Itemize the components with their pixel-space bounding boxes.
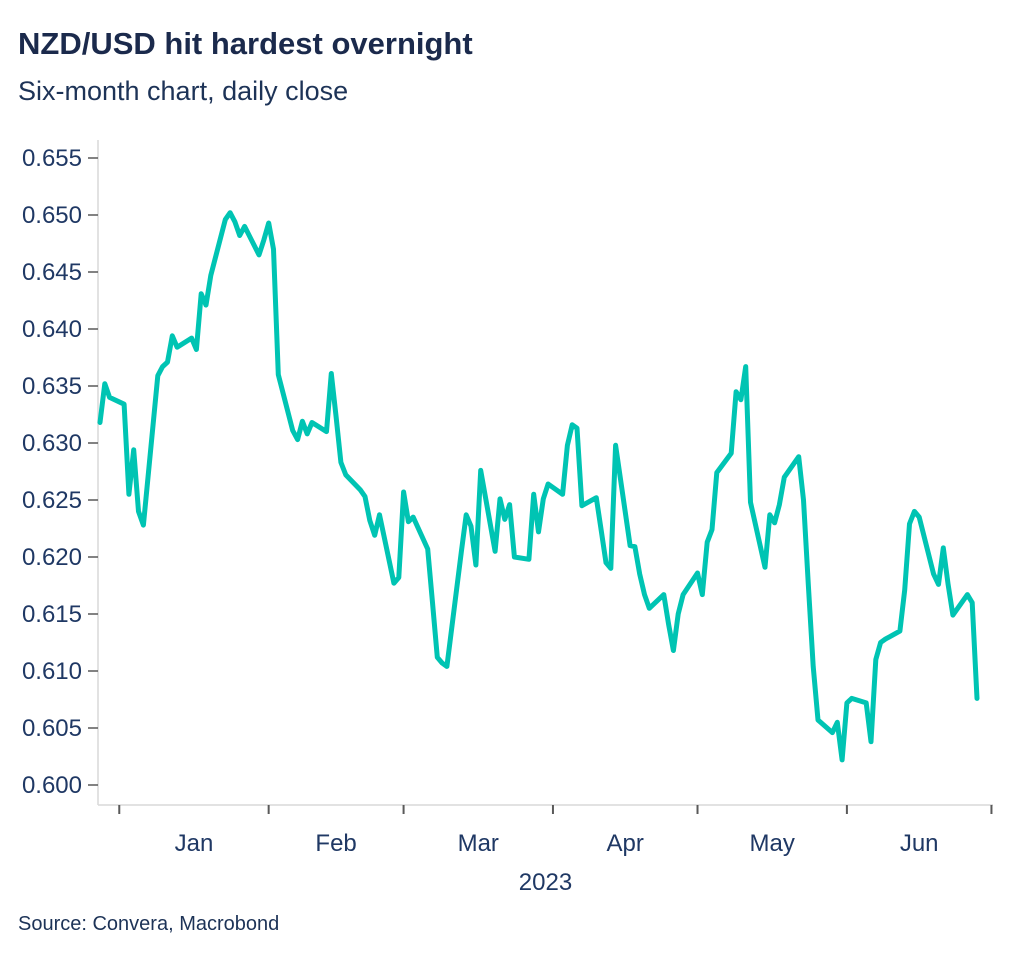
y-tick-label: 0.620 bbox=[22, 544, 82, 571]
source-note: Source: Convera, Macrobond bbox=[18, 913, 280, 935]
y-tick-label: 0.605 bbox=[22, 715, 82, 742]
x-month-label: Jan bbox=[175, 830, 214, 857]
y-tick-label: 0.640 bbox=[22, 316, 82, 343]
y-tick-label: 0.630 bbox=[22, 430, 82, 457]
y-tick-label: 0.645 bbox=[22, 259, 82, 286]
x-year-label: 2023 bbox=[519, 869, 572, 896]
page-subtitle: Six-month chart, daily close bbox=[18, 76, 349, 106]
y-tick-label: 0.615 bbox=[22, 601, 82, 628]
x-month-label: Apr bbox=[607, 830, 644, 857]
x-month-label: May bbox=[750, 830, 795, 857]
x-month-label: Jun bbox=[900, 830, 939, 857]
price-line bbox=[97, 210, 980, 763]
x-month-label: Feb bbox=[315, 830, 356, 857]
y-tick-label: 0.625 bbox=[22, 487, 82, 514]
y-tick-label: 0.635 bbox=[22, 373, 82, 400]
y-tick-label: 0.600 bbox=[22, 772, 82, 799]
y-tick-label: 0.650 bbox=[22, 202, 82, 229]
y-tick-label: 0.655 bbox=[22, 145, 82, 172]
x-month-label: Mar bbox=[458, 830, 499, 857]
page-title: NZD/USD hit hardest overnight bbox=[18, 26, 473, 61]
y-tick-label: 0.610 bbox=[22, 658, 82, 685]
